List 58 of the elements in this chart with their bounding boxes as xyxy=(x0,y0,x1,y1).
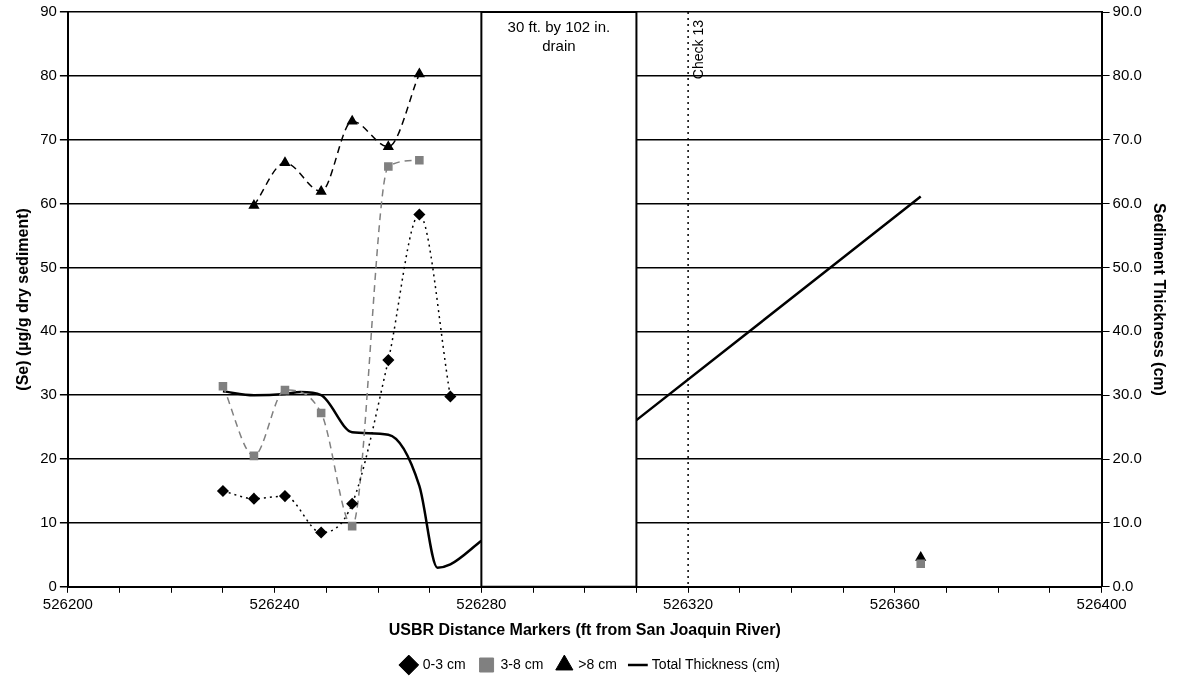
point xyxy=(916,559,925,569)
y-tick-label: 20 xyxy=(40,449,57,467)
point xyxy=(218,381,228,391)
point xyxy=(347,521,357,531)
x-tick-label: 526200 xyxy=(42,594,93,612)
point xyxy=(415,155,424,165)
legend-label: 0-3 cm xyxy=(422,655,466,672)
y-tick-label: 80 xyxy=(40,66,57,84)
point xyxy=(316,185,327,195)
point xyxy=(382,354,395,366)
y2-tick-label: 90.0 xyxy=(1112,2,1142,20)
y-tick-label: 90 xyxy=(40,2,57,20)
point xyxy=(444,390,457,403)
y-tick-label: 70 xyxy=(40,129,57,147)
y-axis-title: (Se) (µg/g dry sediment) xyxy=(14,208,32,391)
y-tick-label: 50 xyxy=(40,257,57,275)
y2-tick-label: 60.0 xyxy=(1112,193,1142,211)
x-tick-label: 526320 xyxy=(663,594,714,612)
point xyxy=(248,199,260,209)
point xyxy=(915,551,926,561)
y2-tick-label: 30.0 xyxy=(1112,385,1142,403)
y2-tick-label: 70.0 xyxy=(1112,129,1142,147)
point xyxy=(248,492,260,505)
point xyxy=(413,208,426,221)
x-axis-title: USBR Distance Markers (ft from San Joaquin River) xyxy=(388,620,781,638)
y-tick-label: 10 xyxy=(40,513,57,531)
point xyxy=(347,115,358,125)
y2-tick-label: 40.0 xyxy=(1112,321,1142,339)
legend-label: Total Thickness (cm) xyxy=(651,655,780,672)
legend-label: 3-8 cm xyxy=(500,655,544,672)
y2-tick-label: 20.0 xyxy=(1112,449,1142,467)
y2-tick-label: 80.0 xyxy=(1112,66,1142,84)
y-tick-label: 30 xyxy=(40,385,57,403)
y2-axis-title: Sediment Thickness (cm) xyxy=(1150,202,1168,396)
y-tick-label: 60 xyxy=(40,193,57,211)
y2-tick-label: 10.0 xyxy=(1112,513,1142,531)
legend-label: >8 cm xyxy=(578,655,617,672)
point xyxy=(384,162,393,171)
point xyxy=(383,141,394,151)
x-tick-label: 526360 xyxy=(869,594,920,612)
point xyxy=(414,68,425,78)
point xyxy=(217,485,229,497)
point xyxy=(279,490,291,502)
point xyxy=(316,408,326,418)
point xyxy=(249,451,259,461)
point xyxy=(315,526,327,539)
ref-line-label: Check 13 xyxy=(689,19,706,80)
point xyxy=(279,156,291,166)
y2-tick-label: 50.0 xyxy=(1112,257,1142,275)
band-label: 30 ft. by 102 in. drain xyxy=(507,17,611,54)
point xyxy=(346,498,358,510)
x-tick-label: 526400 xyxy=(1076,594,1127,612)
y2-tick-label: 0.0 xyxy=(1112,576,1134,594)
x-tick-label: 526280 xyxy=(456,594,507,612)
point xyxy=(280,385,290,395)
y-tick-label: 0 xyxy=(48,576,57,594)
x-tick-label: 526240 xyxy=(249,594,300,612)
y-tick-label: 40 xyxy=(40,321,57,339)
